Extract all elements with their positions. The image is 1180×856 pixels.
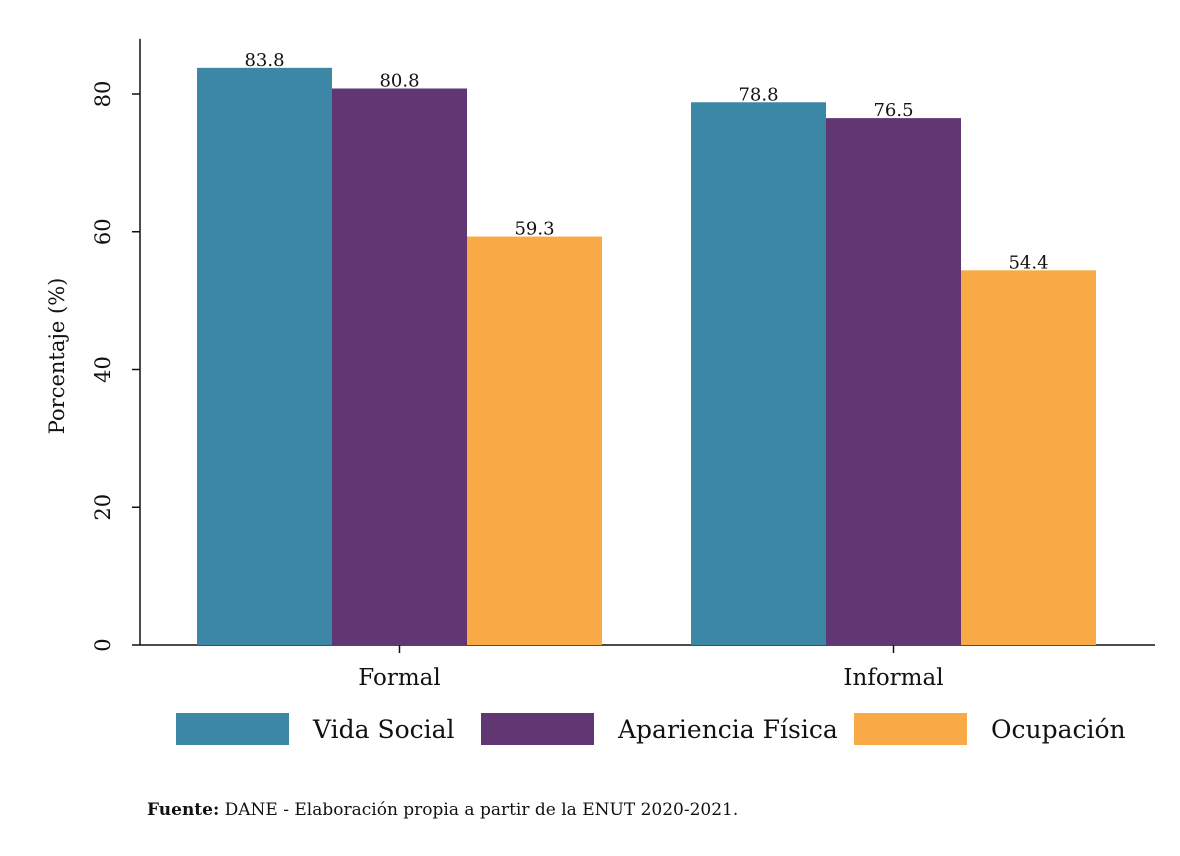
- legend-swatch-vida-social: [176, 713, 289, 745]
- data-label-apariencia-fisica-informal: 76.5: [873, 100, 913, 121]
- source-label: Fuente:: [147, 800, 220, 820]
- y-tick-label: 0: [91, 638, 115, 651]
- bar-ocupacion-formal: [467, 236, 602, 646]
- legend-label-vida-social: Vida Social: [313, 714, 455, 744]
- legend-label-apariencia-fisica: Apariencia Física: [618, 714, 838, 744]
- legend-swatch-apariencia-fisica: [481, 713, 594, 745]
- legend-swatch-ocupacion: [854, 713, 967, 745]
- bar-apariencia-fisica-informal: [826, 118, 961, 645]
- legend-item-vida-social: Vida Social: [176, 712, 455, 746]
- y-axis-title: Porcentaje (%): [45, 278, 69, 435]
- y-tick-label: 20: [91, 494, 115, 521]
- data-label-apariencia-fisica-formal: 80.8: [379, 70, 419, 91]
- data-label-ocupacion-informal: 54.4: [1008, 252, 1048, 273]
- bar-vida-social-formal: [197, 67, 332, 645]
- legend-item-ocupacion: Ocupación: [854, 712, 1126, 746]
- x-tick-label-formal: Formal: [358, 665, 440, 691]
- data-label-ocupacion-formal: 59.3: [514, 219, 554, 240]
- source-note: Fuente: DANE - Elaboración propia a part…: [147, 800, 738, 820]
- legend-item-apariencia-fisica: Apariencia Física: [481, 712, 838, 746]
- bar-ocupacion-informal: [961, 270, 1096, 645]
- y-tick-label: 80: [91, 81, 115, 108]
- bar-vida-social-informal: [691, 102, 826, 645]
- y-tick-label: 40: [91, 356, 115, 383]
- legend-label-ocupacion: Ocupación: [991, 714, 1126, 744]
- bar-apariencia-fisica-formal: [332, 88, 467, 646]
- data-label-vida-social-informal: 78.8: [738, 84, 778, 105]
- legend: Vida Social Apariencia Física Ocupación: [0, 712, 1180, 752]
- x-tick-label-informal: Informal: [843, 665, 943, 691]
- source-text: DANE - Elaboración propia a partir de la…: [219, 800, 739, 820]
- data-label-vida-social-formal: 83.8: [244, 50, 284, 71]
- y-tick-label: 60: [91, 218, 115, 245]
- bar-chart: 0 20 40 60 80 Porcentaje (%) 83.8 80.8 59.3 Forma…: [45, 38, 1155, 691]
